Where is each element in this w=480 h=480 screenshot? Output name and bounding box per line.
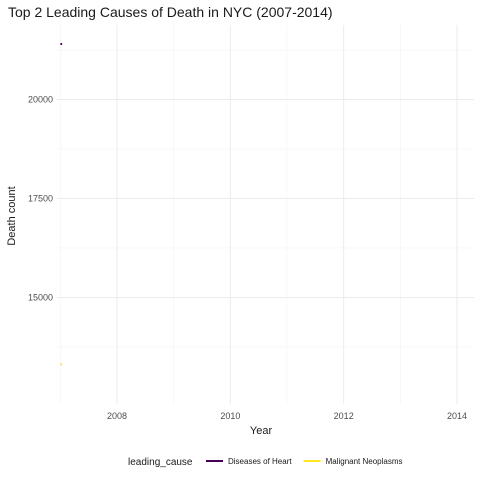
legend-items: Diseases of Heart Malignant Neoplasms: [206, 457, 403, 466]
legend-label-malignant-neoplasms: Malignant Neoplasms: [326, 457, 403, 466]
legend-label-diseases-of-heart: Diseases of Heart: [228, 457, 292, 466]
gridlines: [57, 25, 474, 404]
y-tick-label: 15000: [28, 292, 53, 302]
y-axis-title: Death count: [6, 186, 18, 245]
series-lines: [60, 43, 63, 366]
x-tick-label: 2014: [447, 411, 467, 421]
chart-title: Top 2 Leading Causes of Death in NYC (20…: [8, 4, 333, 20]
x-axis-ticks: 2008 2010 2012 2014: [107, 411, 467, 421]
y-tick-label: 17500: [28, 193, 53, 203]
legend-title: leading_cause: [128, 457, 193, 468]
y-tick-label: 20000: [28, 94, 53, 104]
x-tick-label: 2010: [220, 411, 240, 421]
y-axis-ticks: 15000 17500 20000: [28, 94, 53, 302]
x-axis-title: Year: [250, 425, 273, 437]
legend: leading_cause Diseases of Heart Malignant…: [128, 457, 403, 468]
x-tick-label: 2012: [334, 411, 354, 421]
x-tick-label: 2008: [107, 411, 127, 421]
